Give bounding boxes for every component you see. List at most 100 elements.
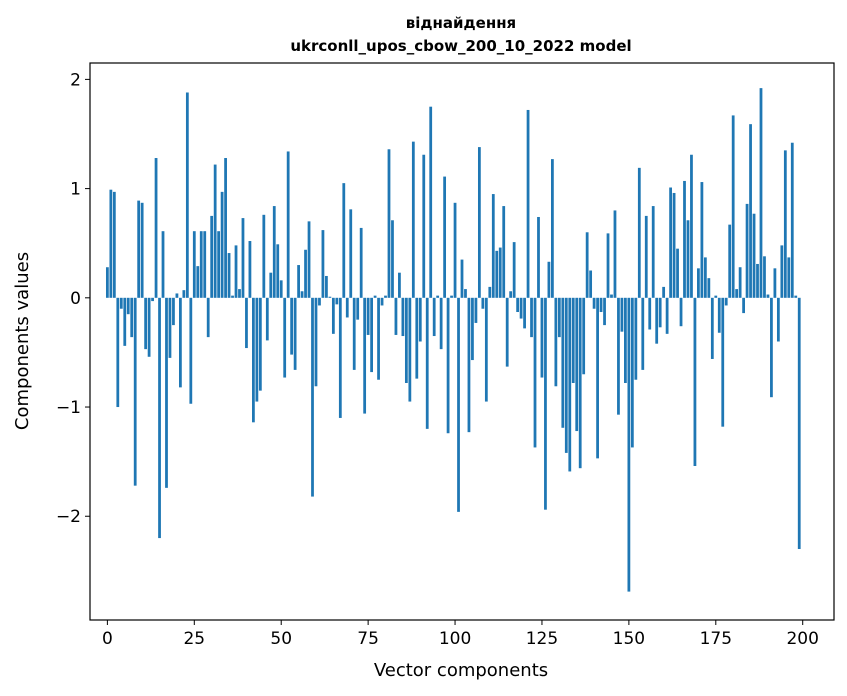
- bar: [307, 221, 311, 298]
- bar: [783, 150, 787, 298]
- y-tick-label: −2: [56, 507, 81, 527]
- bar: [794, 295, 798, 298]
- bar: [408, 297, 412, 402]
- bar: [137, 200, 141, 298]
- bar: [658, 297, 662, 328]
- bar: [651, 206, 655, 298]
- bar: [133, 297, 137, 486]
- bar: [349, 209, 353, 298]
- bar: [564, 297, 568, 453]
- bar: [464, 289, 467, 298]
- bar: [481, 297, 485, 309]
- bar: [519, 297, 523, 319]
- bar: [384, 295, 387, 298]
- chart-title-line1: віднайдення: [406, 14, 516, 32]
- bar: [311, 297, 314, 497]
- bar: [467, 297, 471, 433]
- bar: [561, 297, 565, 428]
- bar: [109, 189, 113, 298]
- bar: [787, 257, 791, 298]
- bar: [557, 297, 561, 338]
- bar: [766, 294, 770, 298]
- bar: [745, 203, 749, 298]
- bar: [630, 297, 634, 448]
- bar: [394, 297, 398, 335]
- bar: [258, 297, 262, 391]
- bar: [185, 92, 189, 298]
- bar: [568, 297, 572, 472]
- bar: [314, 297, 318, 387]
- bar: [144, 297, 148, 350]
- bar: [617, 297, 620, 415]
- bar: [105, 267, 109, 298]
- bar: [738, 267, 742, 298]
- bar: [512, 242, 516, 298]
- bar: [610, 294, 613, 298]
- bar: [474, 297, 478, 323]
- bar: [620, 297, 624, 332]
- x-tick-label: 125: [526, 629, 558, 649]
- bar: [644, 215, 648, 298]
- x-axis-label: Vector components: [374, 660, 548, 681]
- bar: [387, 149, 391, 298]
- bar: [669, 187, 672, 298]
- x-tick-label: 100: [439, 629, 471, 649]
- bar: [300, 291, 304, 298]
- x-tick-label: 175: [700, 629, 732, 649]
- bar: [790, 142, 794, 298]
- bar: [571, 297, 575, 383]
- bar: [756, 263, 759, 298]
- bar: [717, 297, 721, 333]
- bar: [227, 253, 231, 298]
- bar: [599, 297, 603, 313]
- bar: [147, 297, 151, 357]
- bar: [168, 297, 172, 358]
- bar: [203, 231, 207, 298]
- bar: [721, 297, 725, 427]
- bar: [356, 297, 360, 320]
- bar: [523, 297, 526, 329]
- bar: [457, 297, 460, 512]
- bar: [377, 297, 380, 380]
- chart-title-line2: ukrconll_upos_cbow_200_10_2022 model: [290, 37, 631, 55]
- bar: [686, 220, 690, 298]
- bar: [248, 241, 252, 298]
- bar: [245, 297, 248, 349]
- bar: [759, 88, 763, 298]
- bar: [373, 295, 377, 298]
- bar: [321, 230, 325, 298]
- bar: [509, 291, 513, 298]
- x-tick-label: 50: [270, 629, 292, 649]
- y-axis-ticks: −2 −1 0 1 2: [56, 70, 90, 527]
- bar: [175, 293, 179, 298]
- bar: [443, 176, 447, 298]
- bar: [624, 297, 627, 383]
- bar: [234, 245, 238, 298]
- bar: [363, 297, 367, 414]
- bar: [404, 297, 408, 383]
- bar: [516, 297, 520, 313]
- bar: [401, 297, 405, 337]
- bar: [648, 297, 652, 330]
- bar: [429, 106, 433, 298]
- bar: [338, 297, 342, 418]
- bar: [697, 268, 700, 298]
- bar: [683, 180, 686, 298]
- bar: [196, 266, 200, 298]
- bar: [126, 297, 130, 315]
- bar: [679, 297, 683, 327]
- bar: [526, 109, 530, 298]
- bar: [418, 297, 422, 342]
- x-tick-label: 200: [786, 629, 818, 649]
- bar: [151, 297, 154, 302]
- bar: [752, 213, 756, 298]
- plot-frame: [89, 62, 835, 621]
- bar: [547, 261, 551, 298]
- bar: [735, 289, 739, 298]
- bar: [776, 297, 780, 342]
- bar: [450, 295, 453, 298]
- bar: [342, 183, 346, 298]
- bar: [231, 295, 234, 298]
- bar: [269, 272, 273, 298]
